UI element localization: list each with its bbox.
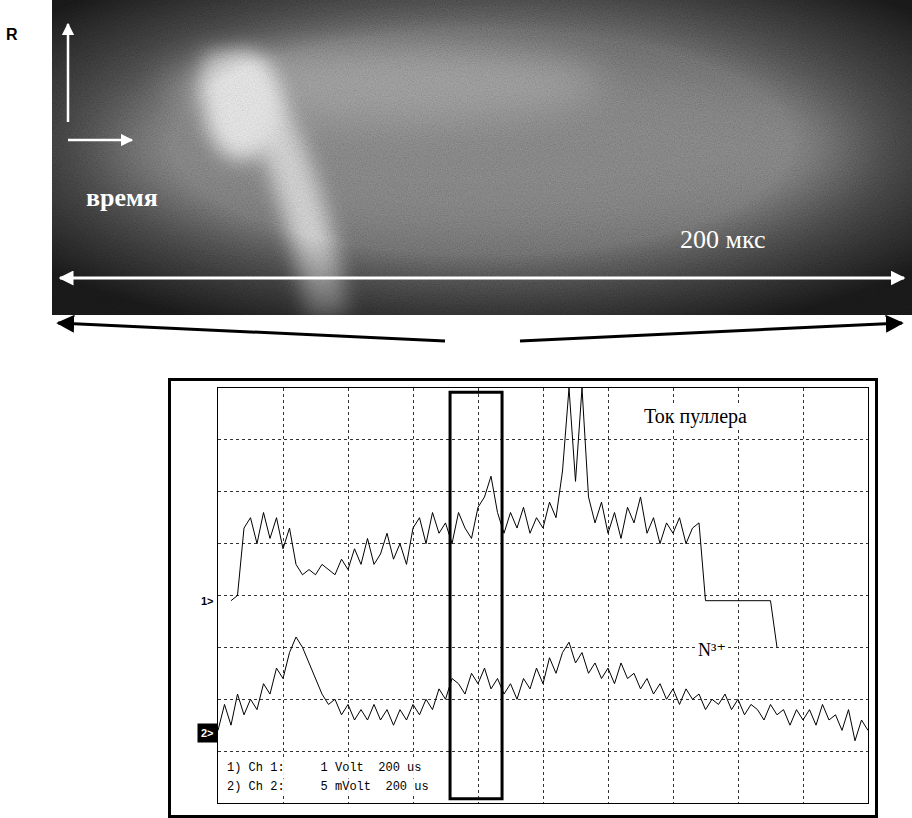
svg-text:Ток пуллера: Ток пуллера: [644, 405, 747, 428]
svg-text:2) Ch 2: 5 mVolt 200 us: 2) Ch 2: 5 mVolt 200 us: [227, 780, 429, 794]
svg-text:N³⁺: N³⁺: [698, 640, 726, 660]
svg-text:1>: 1>: [201, 595, 214, 607]
html-text:R: R: [6, 26, 18, 43]
svg-text:200 мкс: 200 мкс: [680, 225, 765, 254]
svg-text:1) Ch 1: 1 Volt 200 us: 1) Ch 1: 1 Volt 200 us: [227, 761, 421, 775]
svg-text:время: время: [86, 183, 158, 212]
svg-text:2>: 2>: [201, 727, 214, 739]
